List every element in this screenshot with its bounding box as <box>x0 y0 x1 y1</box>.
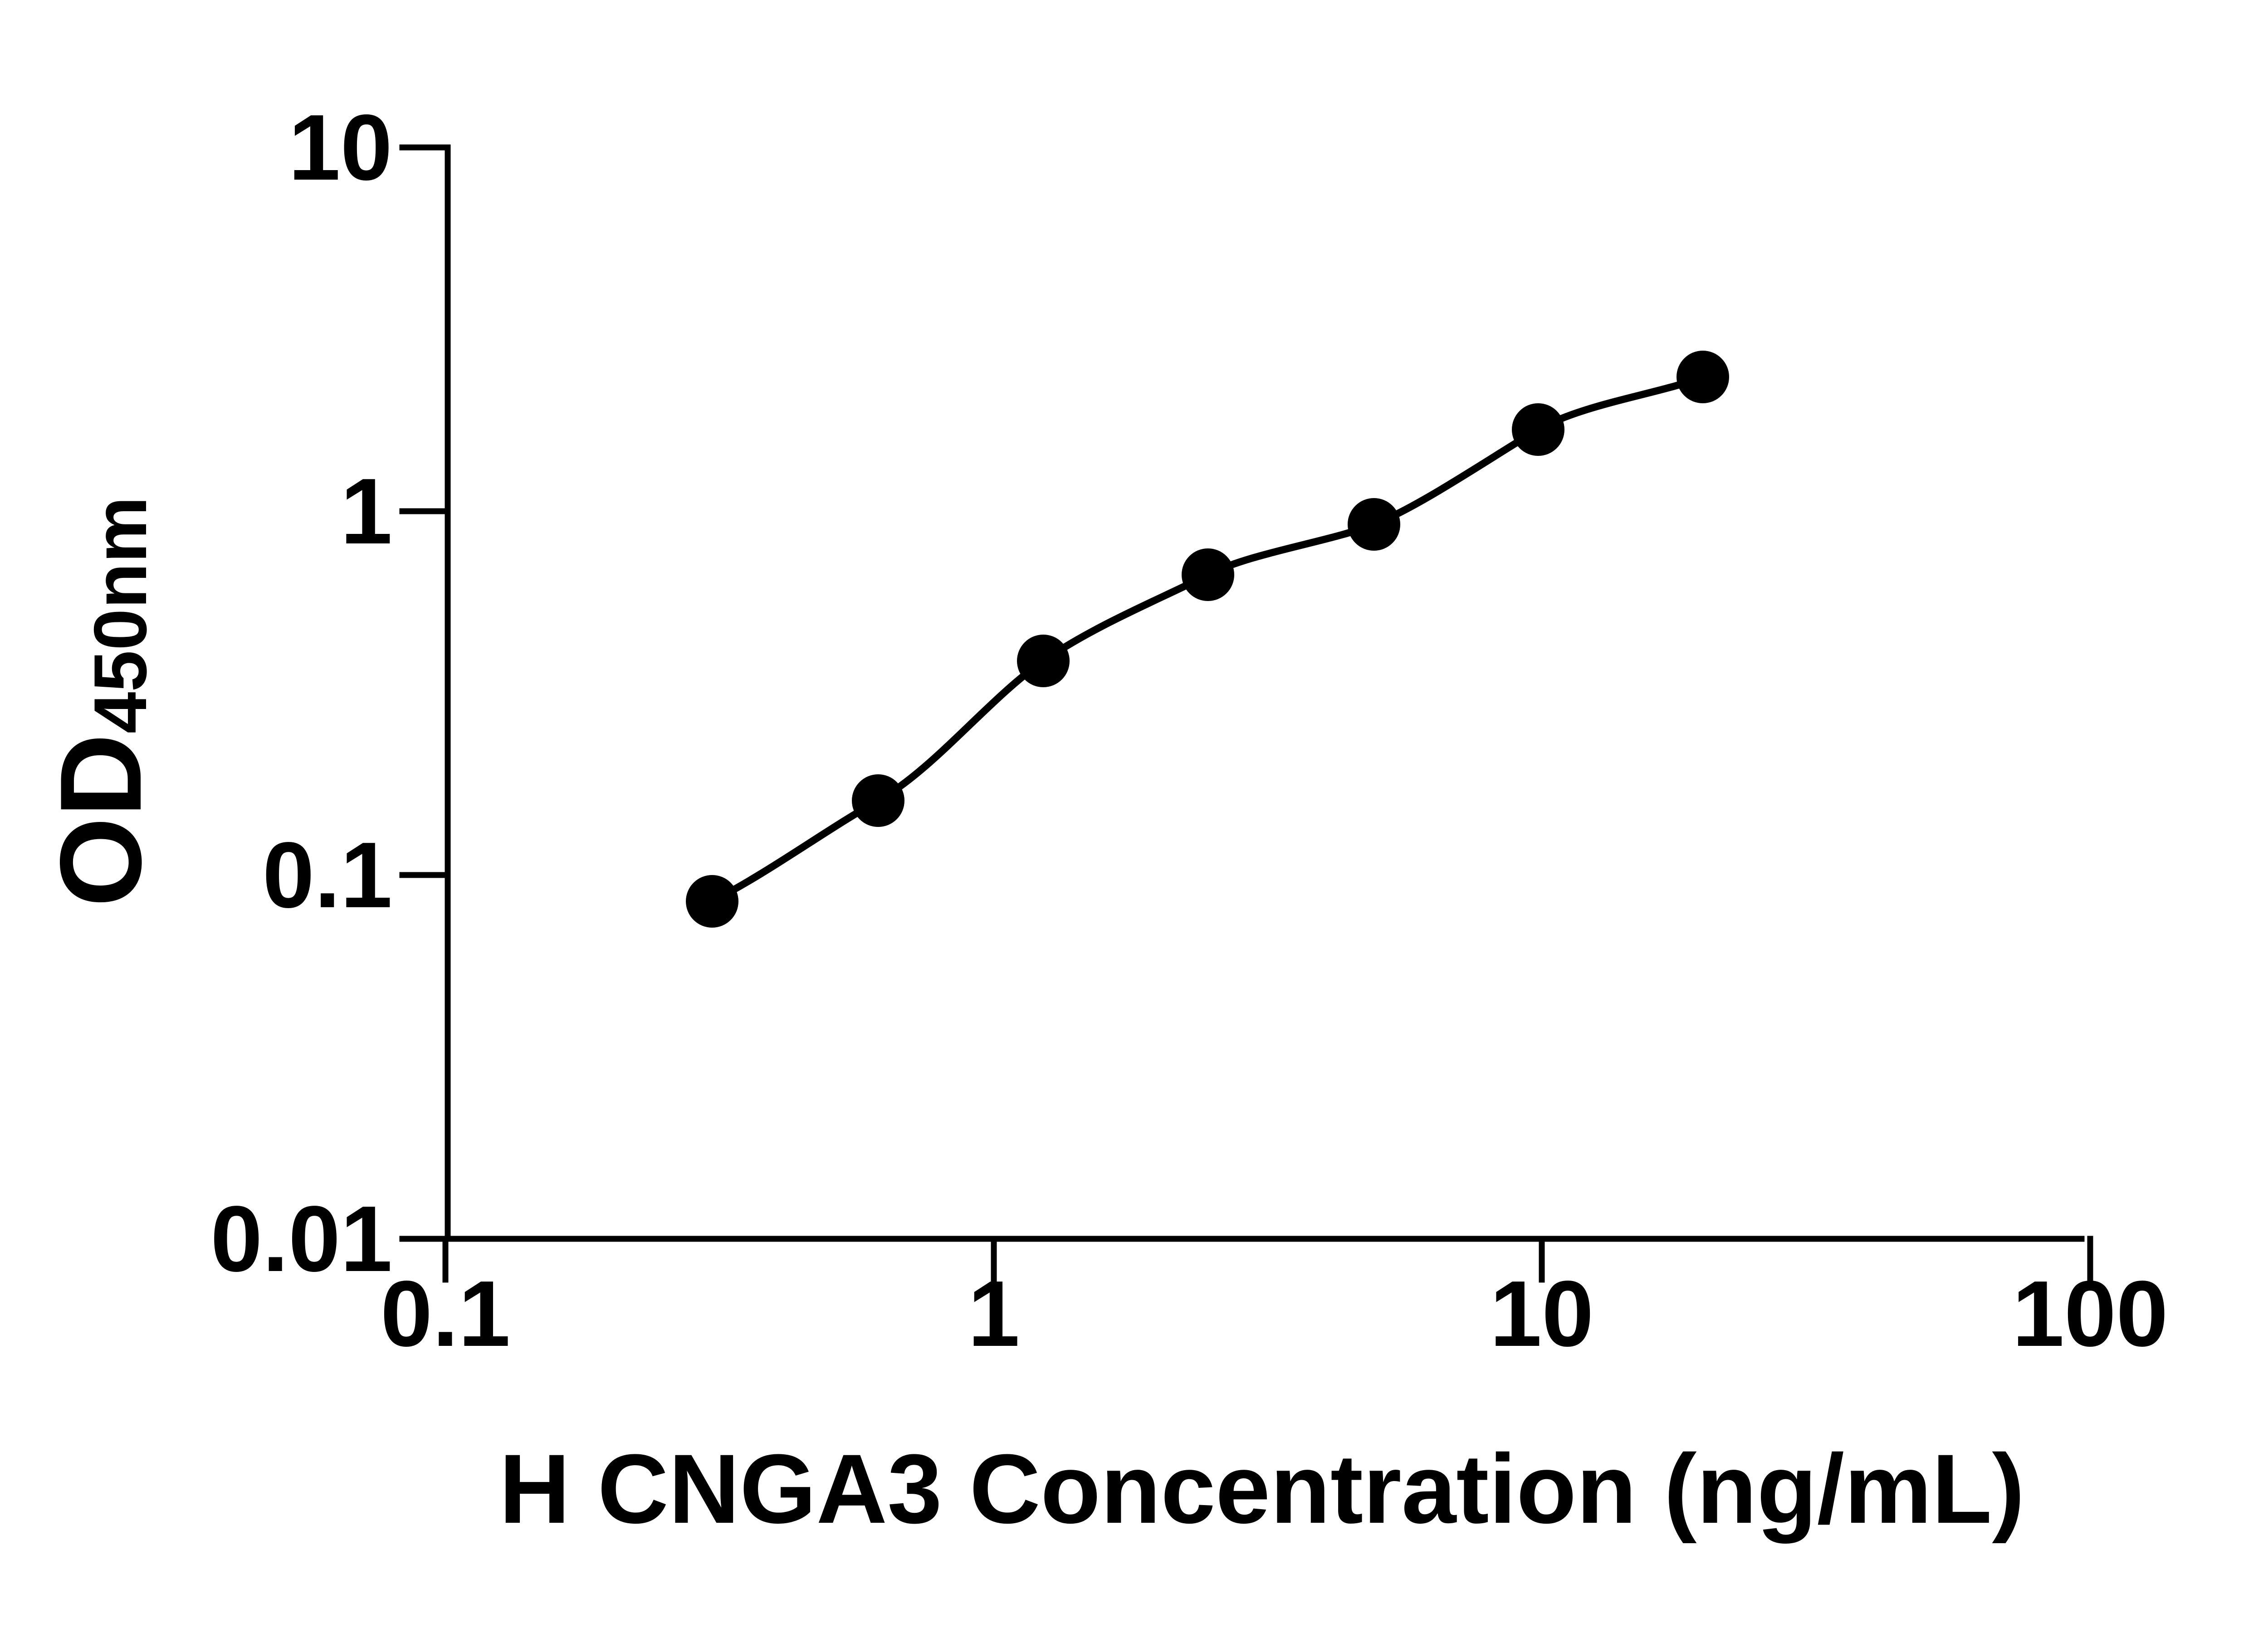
svg-text:0.01: 0.01 <box>210 1187 392 1291</box>
svg-text:0.1: 0.1 <box>263 823 392 927</box>
svg-text:100: 100 <box>2012 1261 2168 1366</box>
svg-text:H CNGA3 Concentration (ng/mL): H CNGA3 Concentration (ng/mL) <box>499 1434 2024 1544</box>
svg-text:1: 1 <box>340 459 392 563</box>
svg-text:10: 10 <box>288 95 392 200</box>
svg-text:0.1: 0.1 <box>381 1261 510 1366</box>
svg-text:10: 10 <box>1490 1261 1593 1366</box>
svg-text:1: 1 <box>968 1261 1020 1366</box>
